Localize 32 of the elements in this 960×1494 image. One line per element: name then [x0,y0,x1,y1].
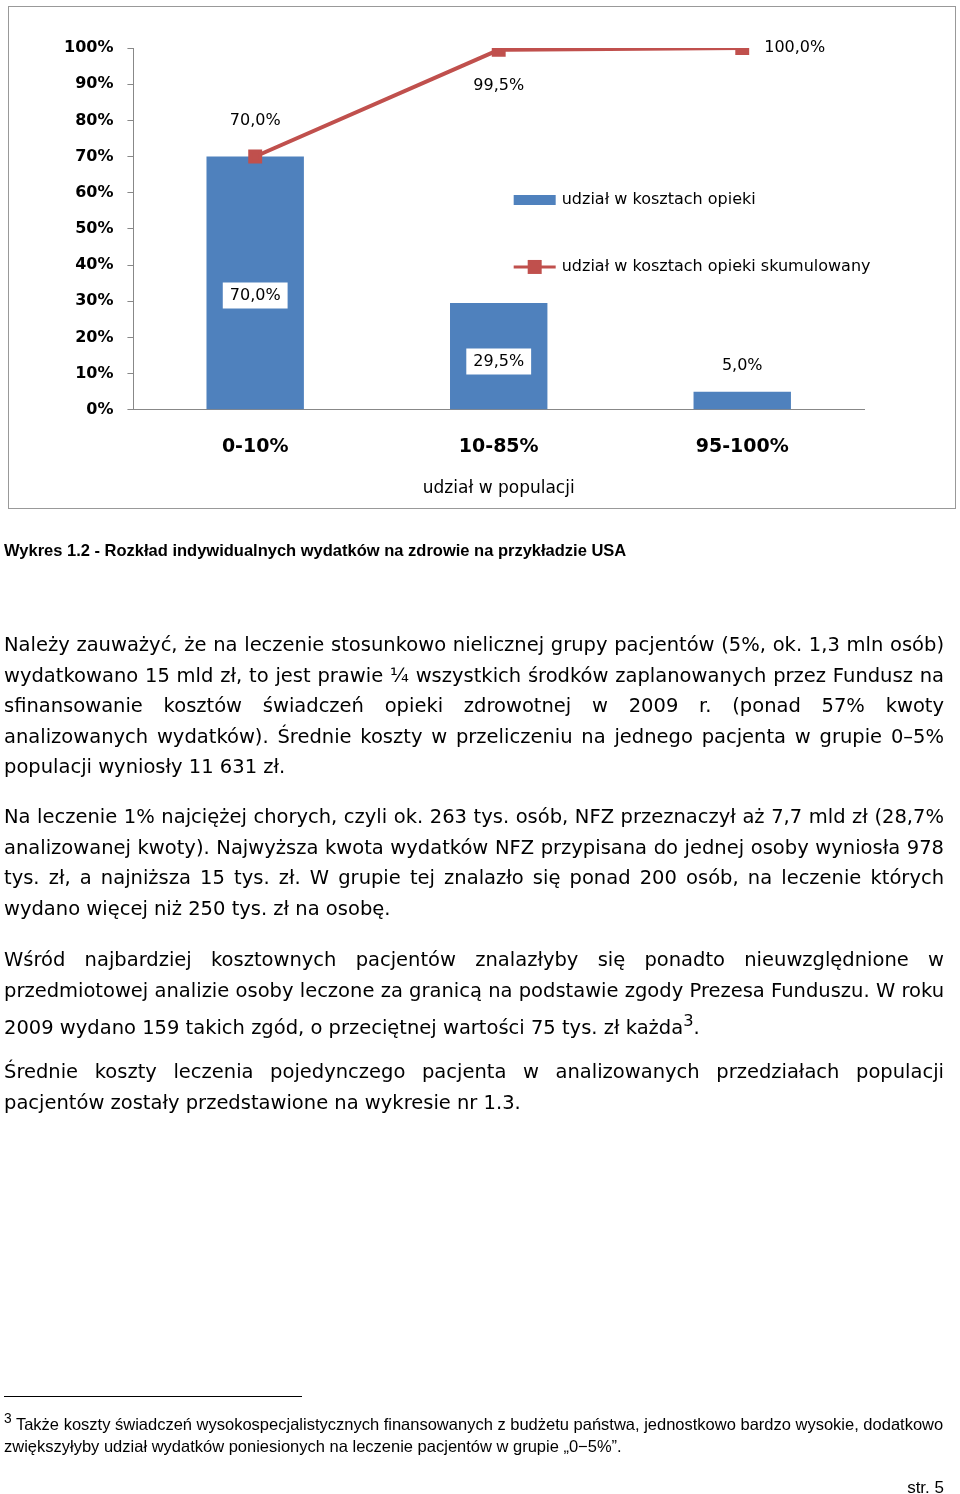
data-label: 70,0% [229,284,281,304]
y-tick-label: 0% [86,398,114,418]
legend-label: udział w kosztach opieki skumulowany [561,256,871,276]
y-tick-label: 60% [75,181,114,201]
text: $^{3}$ Także koszty świadczeń wysokospecjalistycznych finansowanych z budżetu państwa, jednostkowo bardzo wysokie, dodatkowo zwiększyłyby udział wydatków poniesionych na leczenie pacjentów w grupie „0−5%”. [4,1410,944,1457]
text: Wśród najbardziej kosztownych pacjentów znalazłyby się ponadto nieuwzględnione w przedmiotowej analizie osoby leczone za granicą na podstawie zgody Prezesa Funduszu. W roku 2009 wydano 159 takich zgód, o przeciętnej wartości 75 tys. zł każda$^{3}$. [4,947,944,1041]
y-tick-label: 50% [75,218,114,238]
data-label: 100,0% [764,37,826,57]
text: Wykres 1.2 - Rozkład indywidualnych wydatków na zdrowie na przykładzie USA [4,540,628,561]
text: str. 5 [907,1477,944,1494]
x-axis-title: udział w populacji [422,477,575,498]
y-tick-label: 30% [75,290,114,310]
data-label: 70,0% [229,109,281,129]
y-tick-label: 40% [75,254,114,274]
y-tick-label: 80% [75,109,114,129]
bar [206,156,304,410]
bar [693,391,791,410]
data-label: 99,5% [473,74,525,94]
y-tick-label: 20% [75,326,114,346]
x-tick-label: 10-85% [458,434,539,457]
data-label: 29,5% [473,350,525,370]
data-label: 5,0% [721,354,763,374]
x-tick-label: 95-100% [695,434,789,457]
y-tick-label: 90% [75,73,114,93]
y-tick-label: 10% [75,362,114,382]
y-tick-label: 70% [75,145,114,165]
y-tick-label: 100% [63,37,114,57]
legend-label: udział w kosztach opieki [561,189,756,209]
text: Na leczenie 1% najciężej chorych, czyli ok. 263 tys. osób, NFZ przeznaczył aż 7,7 mld zł (28,7% analizowanej kwoty). Najwyższa kwota wydatków NFZ przypisana do jednej osoby wyniosła 978 tys. zł, a najniższa 15 tys. zł. W grupie tej znalazło się ponad 200 osób, na leczenie których wydano więcej niż 250 tys. zł na osobę. [4,804,944,922]
text: Średnie koszty leczenia pojedynczego pacjenta w analizowanych przedziałach populacji pacjentów zostały przedstawione na wykresie nr 1.3. [4,1058,944,1116]
text: Należy zauważyć, że na leczenie stosunkowo nielicznej grupy pacjentów (5%, ok. 1,3 mln osób) wydatkowano 15 mld zł, to jest prawie ¼ wszystkich środków zaplanowanych przez Fundusz na sfinansowanie kosztów świadczeń opieki zdrowotnej w 2009 r. (ponad 57% kwoty analizowanych wydatków). Średnie koszty w przeliczeniu na jednego pacjenta w grupie 0–5% populacji wyniosły 11 631 zł. [4,632,944,780]
x-tick-label: 0-10% [221,434,289,457]
